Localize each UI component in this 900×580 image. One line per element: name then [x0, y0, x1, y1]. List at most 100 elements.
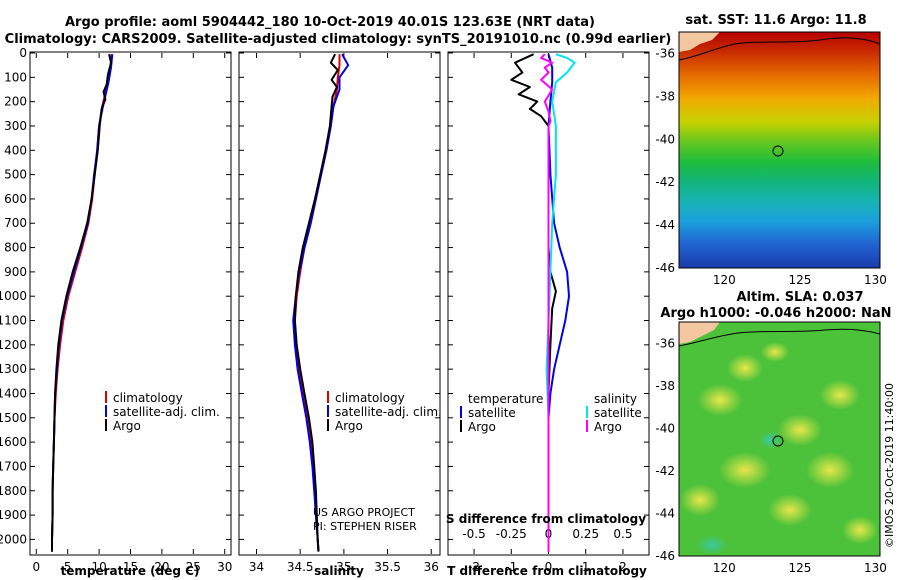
sst-field: [679, 32, 880, 268]
sla-anomaly: [768, 494, 812, 526]
x-tick-label: 10: [91, 560, 106, 574]
y-tick-label: 1300: [0, 362, 27, 376]
series-line-satellite-adj-clim-: [292, 53, 350, 552]
legend-title-salinity: salinity: [594, 392, 637, 406]
difference-s-x-label: S difference from climatology: [446, 512, 646, 526]
profile-lines: [51, 53, 576, 552]
sst-map-title: sat. SST: 11.6 Argo: 11.8: [685, 13, 866, 28]
lat-tick-label: -46: [655, 549, 675, 563]
s-diff-tick-label: -0.25: [496, 527, 527, 541]
y-tick-label: 2000: [0, 532, 27, 546]
tick-marks: [30, 52, 649, 554]
sst-lat-tick-labels: -36 -38 -40 -42 -44 -46: [655, 46, 675, 275]
lat-tick-label: -38: [655, 379, 675, 393]
y-tick-label: 600: [4, 192, 27, 206]
x-tick-label: 25: [186, 560, 201, 574]
lon-tick-label: 120: [713, 273, 736, 287]
x-tick-label: 35.5: [374, 560, 401, 574]
x-tick-label: 2: [619, 560, 627, 574]
y-tick-label: 1900: [0, 508, 27, 522]
difference-s-tick-labels: -0.5 -0.25 0 0.25 0.5: [462, 527, 632, 541]
y-tick-label: 700: [4, 216, 27, 230]
y-tick-label: 1500: [0, 411, 27, 425]
sla-map-title2: Argo h1000: -0.046 h2000: NaN: [660, 306, 891, 321]
y-tick-label: 1600: [0, 435, 27, 449]
credit-pi: PI: STEPHEN RISER: [313, 520, 417, 533]
legend-label-temp-satellite: satellite: [468, 406, 516, 420]
lat-tick-label: -42: [655, 464, 675, 478]
sst-coastline-contour: [678, 37, 881, 61]
difference-t-x-label: T difference from climatology: [447, 564, 647, 578]
sla-anomaly: [806, 452, 854, 488]
legend-label-climatology: climatology: [335, 391, 405, 405]
imos-stamp: ©IMOS 20-Oct-2019 11:40:00: [883, 383, 896, 548]
difference-x-tick-labels: -2 -1 0 1 2: [468, 560, 627, 574]
legend-label-sal-argo: Argo: [594, 420, 622, 434]
y-tick-label: 0: [19, 46, 27, 60]
x-tick-label: 0: [545, 560, 553, 574]
series-line-argo: [51, 53, 112, 552]
y-tick-label: 500: [4, 168, 27, 182]
sla-anomaly: [698, 384, 742, 416]
lat-tick-label: -40: [655, 421, 675, 435]
salinity-x-label: salinity: [314, 564, 364, 578]
temperature-x-label: temperature (deg C): [61, 564, 200, 578]
legend-label-temp-argo: Argo: [468, 420, 496, 434]
x-tick-label: 35: [336, 560, 351, 574]
sla-coastline-contour: [678, 328, 881, 347]
lat-tick-label: -36: [655, 336, 675, 350]
series-line-salinity-argo: [540, 53, 554, 552]
lon-tick-label: 125: [788, 561, 811, 575]
sla-lon-tick-labels: 120 125 130: [713, 561, 887, 575]
sst-lon-tick-labels: 120 125 130: [713, 273, 887, 287]
legend-label-argo: Argo: [113, 419, 141, 433]
sla-anomaly: [820, 380, 860, 410]
series-line-climatology: [293, 54, 341, 552]
lat-tick-label: -38: [655, 89, 675, 103]
y-tick-label: 900: [4, 265, 27, 279]
x-tick-label: 5: [64, 560, 72, 574]
sla-anomaly: [761, 342, 789, 362]
sst-land: [679, 32, 720, 52]
legend-label-satellite: satellite-adj. clim.: [113, 405, 220, 419]
y-tick-label: 1800: [0, 484, 27, 498]
series-line-satellite-adj-clim-: [51, 54, 114, 552]
lon-tick-label: 130: [864, 561, 887, 575]
salinity-legend: climatology satellite-adj. clim. Argo: [327, 391, 442, 433]
lat-tick-label: -44: [655, 506, 675, 520]
sst-float-marker: [772, 145, 784, 157]
lon-tick-label: 125: [788, 273, 811, 287]
temperature-x-tick-labels: 0 5 10 15 20 25 30: [32, 560, 232, 574]
y-tick-label: 100: [4, 70, 27, 84]
legend-label-argo: Argo: [335, 419, 363, 433]
s-diff-tick-label: 0.25: [572, 527, 599, 541]
legend-label-satellite: satellite-adj. clim.: [335, 405, 442, 419]
series-line-temperature-satellite: [547, 53, 570, 552]
lat-tick-label: -40: [655, 132, 675, 146]
x-tick-label: 1: [582, 560, 590, 574]
series-line-climatology: [51, 54, 113, 552]
salinity-x-tick-labels: 34 34.5 35 35.5 36: [249, 560, 439, 574]
lat-tick-label: -42: [655, 175, 675, 189]
sla-anomaly: [842, 516, 878, 544]
series-line-argo: [293, 53, 339, 552]
sst-map-frame: [678, 31, 881, 269]
x-tick-label: -2: [468, 560, 480, 574]
credit-project: US ARGO PROJECT: [313, 506, 415, 519]
s-diff-tick-label: -0.5: [462, 527, 485, 541]
sla-float-marker: [772, 435, 784, 447]
legend-label-sal-satellite: satellite: [594, 406, 642, 420]
x-tick-label: 30: [217, 560, 232, 574]
lat-tick-label: -44: [655, 218, 675, 232]
y-tick-label: 300: [4, 119, 27, 133]
y-tick-label: 200: [4, 95, 27, 109]
x-tick-label: 0: [32, 560, 40, 574]
lon-tick-label: 130: [864, 273, 887, 287]
sla-anomaly: [758, 431, 782, 449]
temperature-legend: climatology satellite-adj. clim. Argo: [105, 391, 220, 433]
sla-map-frame: [678, 321, 881, 557]
sla-anomaly: [719, 452, 771, 488]
figure-title-line1: Argo profile: aoml 5904442_180 10-Oct-20…: [65, 15, 595, 30]
y-tick-label: 1400: [0, 386, 27, 400]
